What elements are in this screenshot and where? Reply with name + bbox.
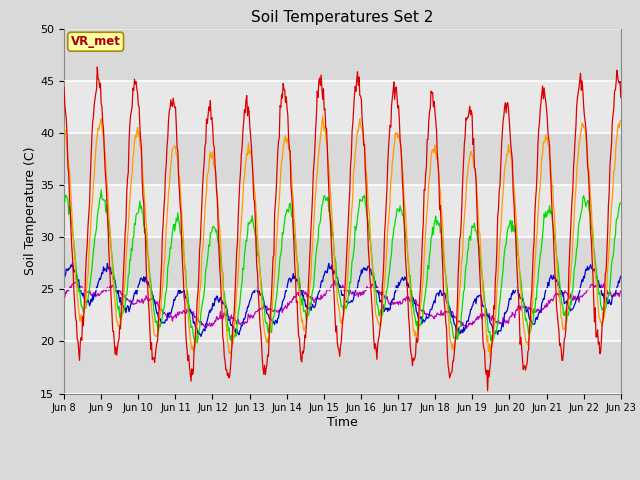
Bar (64, 133, 621, 185)
Bar (64, 29, 621, 81)
Y-axis label: Soil Temperature (C): Soil Temperature (C) (24, 147, 37, 276)
Bar (64, 237, 621, 289)
Text: VR_met: VR_met (70, 35, 120, 48)
Legend: Tsoil -2cm, Tsoil -4cm, Tsoil -8cm, Tsoil -16cm, Tsoil -32cm: Tsoil -2cm, Tsoil -4cm, Tsoil -8cm, Tsoi… (93, 479, 592, 480)
Title: Soil Temperatures Set 2: Soil Temperatures Set 2 (252, 10, 433, 25)
X-axis label: Time: Time (327, 416, 358, 429)
Bar (64, 341, 621, 394)
